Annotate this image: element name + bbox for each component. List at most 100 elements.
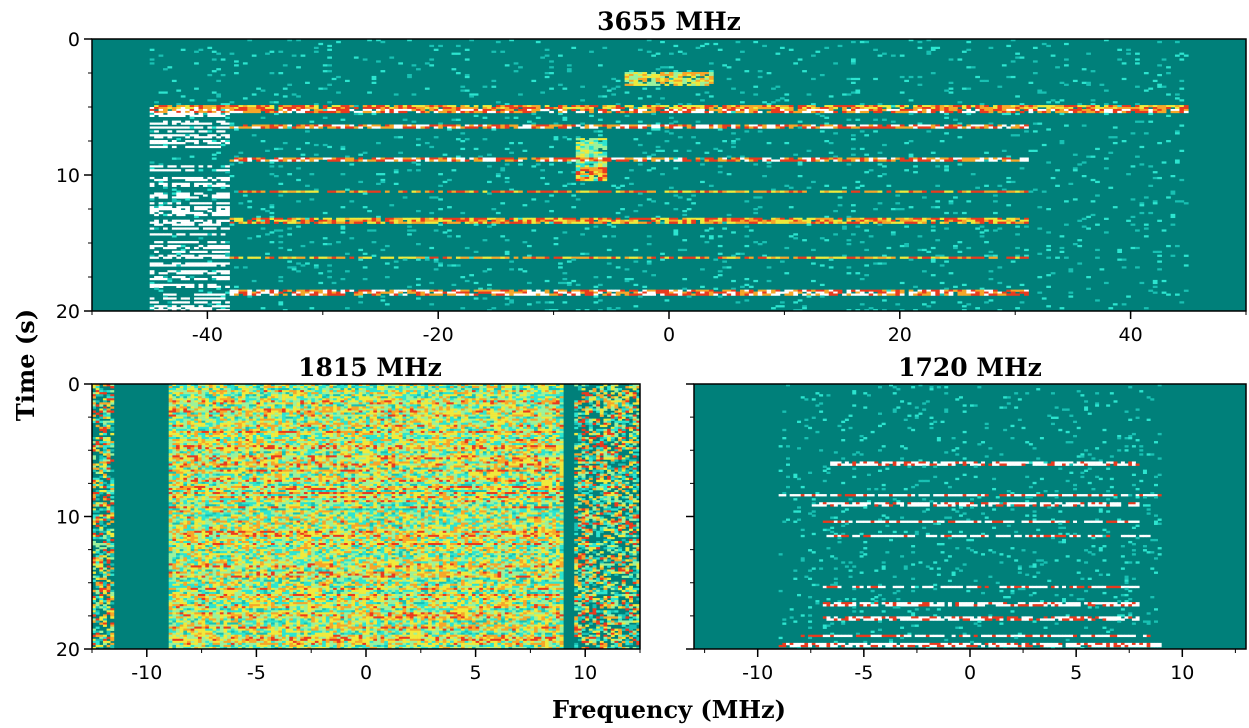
heatmap-cell [966, 110, 972, 114]
heatmap-cell [771, 221, 776, 224]
heatmap-cell [176, 209, 182, 213]
heatmap-cell [265, 217, 270, 220]
heatmap-cell [194, 262, 199, 265]
heatmap-cell [384, 262, 390, 265]
heatmap-cell [930, 151, 936, 154]
heatmap-cell [194, 213, 199, 217]
heatmap-cell [429, 221, 435, 224]
heatmap-cell [1072, 167, 1078, 170]
heatmap-cell [242, 194, 248, 197]
heatmap-cell [1059, 81, 1065, 84]
heatmap-cell [961, 211, 967, 215]
heatmap-cell [961, 305, 967, 308]
heatmap-cell [362, 266, 368, 269]
heatmap-cell [416, 105, 421, 108]
heatmap-cell [220, 108, 226, 112]
heatmap-cell [899, 126, 905, 129]
heatmap-cell [442, 180, 448, 184]
heatmap-cell [229, 105, 235, 108]
heatmap-cell [1015, 107, 1020, 110]
heatmap-cell [779, 110, 785, 114]
heatmap-cell [411, 124, 417, 127]
heatmap-cell [371, 254, 377, 257]
heatmap-cell [988, 190, 994, 193]
heatmap-cell [256, 157, 261, 160]
heatmap-cell [180, 48, 186, 51]
heatmap-cell [207, 241, 213, 244]
heatmap-cell [185, 196, 190, 199]
heatmap-cell [682, 291, 688, 294]
heatmap-cell [606, 276, 612, 279]
heatmap-cell [402, 108, 408, 112]
heatmap-cell [225, 169, 230, 172]
heatmap-cell [287, 233, 293, 236]
heatmap-cell [615, 103, 621, 106]
heatmap-cell [154, 130, 159, 133]
heatmap-cell [469, 107, 475, 110]
heatmap-cell [358, 289, 364, 292]
heatmap-cell [340, 173, 346, 176]
heatmap-cell [371, 105, 377, 108]
heatmap-cell [163, 91, 168, 94]
heatmap-cell [620, 159, 625, 162]
heatmap-cell [606, 190, 612, 193]
heatmap-cell [873, 208, 878, 211]
heatmap-cell [167, 202, 173, 205]
heatmap-cell [939, 264, 945, 267]
heatmap-cell [651, 167, 656, 170]
heatmap-cell [1081, 124, 1087, 127]
heatmap-cell [384, 303, 390, 306]
heatmap-cell [371, 77, 377, 81]
heatmap-cell [167, 165, 173, 168]
heatmap-cell [726, 105, 732, 108]
heatmap-cell [824, 122, 830, 125]
heatmap-cell [1126, 219, 1131, 222]
heatmap-cell [993, 291, 998, 294]
heatmap-cell [1068, 268, 1074, 271]
heatmap-cell [961, 157, 967, 160]
heatmap-cell [580, 169, 585, 172]
heatmap-cell [899, 159, 905, 162]
heatmap-cell [163, 126, 168, 129]
heatmap-cell [158, 91, 164, 94]
heatmap-cell [207, 303, 213, 306]
heatmap-cell [744, 244, 750, 248]
heatmap-cell [695, 126, 701, 129]
heatmap-cell [602, 85, 608, 88]
heatmap-cell [926, 250, 932, 254]
heatmap-cell [824, 116, 830, 119]
heatmap-cell [655, 79, 661, 83]
heatmap-cell [762, 241, 767, 244]
heatmap-cell [948, 110, 954, 114]
heatmap-cell [318, 289, 324, 292]
heatmap-cell [1161, 85, 1167, 88]
heatmap-cell [211, 114, 217, 118]
heatmap-cell [864, 221, 870, 224]
heatmap-cell [837, 159, 843, 162]
heatmap-cell [451, 190, 457, 193]
heatmap-cell [1077, 108, 1083, 112]
heatmap-cell [695, 105, 701, 108]
heatmap-cell [1015, 293, 1020, 296]
heatmap-cell [358, 293, 364, 296]
heatmap-cell [331, 124, 337, 127]
heatmap-cell [362, 277, 368, 281]
heatmap-cell [744, 130, 750, 133]
heatmap-cell [180, 110, 186, 114]
heatmap-cell [930, 124, 936, 127]
heatmap-cell [722, 126, 727, 129]
heatmap-cell [376, 60, 381, 63]
heatmap-cell [602, 159, 608, 162]
heatmap-cell [784, 110, 790, 114]
heatmap-cell [673, 231, 679, 234]
heatmap-cell [149, 112, 155, 116]
heatmap-cell [260, 217, 266, 220]
heatmap-cell [691, 256, 696, 259]
heatmap-cell [651, 153, 656, 156]
heatmap-cell [731, 221, 736, 224]
heatmap-cell [158, 112, 164, 116]
heatmap-cell [908, 153, 914, 156]
heatmap-cell [655, 73, 661, 77]
heatmap-cell [1183, 108, 1189, 112]
heatmap-cell [766, 266, 772, 269]
